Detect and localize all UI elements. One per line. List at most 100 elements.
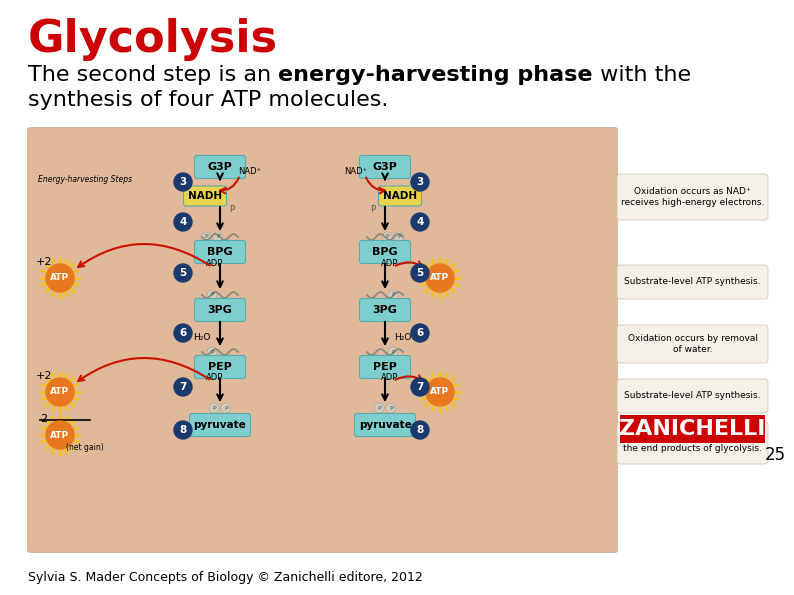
Text: with the: with the [593, 65, 691, 85]
FancyBboxPatch shape [360, 299, 410, 321]
FancyBboxPatch shape [195, 355, 245, 378]
Text: P: P [371, 205, 376, 215]
Text: G3P: G3P [372, 162, 398, 172]
Text: P: P [210, 293, 214, 298]
Bar [620, 415, 765, 443]
FancyBboxPatch shape [360, 355, 410, 378]
FancyBboxPatch shape [379, 186, 422, 206]
Circle shape [174, 324, 192, 342]
Text: Glycolysis: Glycolysis [28, 18, 278, 61]
Circle shape [174, 213, 192, 231]
Text: P: P [389, 406, 392, 411]
Circle shape [46, 264, 74, 292]
Circle shape [411, 324, 429, 342]
Text: P: P [377, 406, 381, 411]
Text: H₂O: H₂O [395, 334, 411, 343]
Text: NADH: NADH [188, 191, 222, 201]
Text: P: P [229, 205, 234, 215]
Text: 3PG: 3PG [372, 305, 398, 315]
FancyBboxPatch shape [617, 422, 768, 464]
Circle shape [374, 403, 384, 413]
Circle shape [411, 421, 429, 439]
Text: G3P: G3P [207, 162, 233, 172]
Text: 4: 4 [179, 217, 187, 227]
Text: P: P [385, 234, 389, 240]
Text: P: P [210, 161, 214, 165]
FancyBboxPatch shape [617, 325, 768, 363]
Text: 5: 5 [179, 268, 187, 278]
Text: P: P [391, 349, 395, 355]
Text: PEP: PEP [373, 362, 397, 372]
Text: Two molecules of pyruvate are
the end products of glycolysis.: Two molecules of pyruvate are the end pr… [623, 433, 762, 453]
Text: ATP: ATP [51, 387, 70, 396]
Circle shape [207, 290, 217, 300]
FancyBboxPatch shape [617, 174, 768, 220]
Text: synthesis of four ATP molecules.: synthesis of four ATP molecules. [28, 90, 388, 110]
Text: +2: +2 [36, 257, 52, 267]
Text: NAD⁺: NAD⁺ [344, 168, 367, 177]
FancyBboxPatch shape [195, 155, 245, 178]
Text: Oxidation occurs by removal
of water.: Oxidation occurs by removal of water. [627, 334, 757, 355]
Text: P: P [224, 406, 228, 411]
Circle shape [221, 403, 231, 413]
Text: 3: 3 [416, 177, 424, 187]
Text: Substrate-level ATP synthesis.: Substrate-level ATP synthesis. [624, 392, 761, 400]
Circle shape [213, 232, 223, 242]
Text: ADP: ADP [381, 372, 399, 381]
Text: energy-harvesting phase: energy-harvesting phase [278, 65, 593, 85]
Text: 4: 4 [416, 217, 424, 227]
FancyBboxPatch shape [183, 186, 226, 206]
Text: ADP: ADP [206, 372, 224, 381]
Circle shape [388, 290, 398, 300]
Text: P: P [397, 234, 400, 240]
Text: P: P [213, 406, 216, 411]
Circle shape [174, 421, 192, 439]
FancyBboxPatch shape [27, 127, 618, 553]
Text: pyruvate: pyruvate [359, 420, 411, 430]
Circle shape [411, 213, 429, 231]
Text: ATP: ATP [430, 387, 449, 396]
FancyBboxPatch shape [617, 379, 768, 413]
Text: Oxidation occurs as NAD⁺
receives high-energy electrons.: Oxidation occurs as NAD⁺ receives high-e… [621, 187, 764, 208]
Circle shape [207, 158, 217, 168]
Circle shape [210, 403, 219, 413]
Text: NAD⁺: NAD⁺ [238, 168, 261, 177]
Circle shape [426, 264, 454, 292]
Text: H₂O: H₂O [193, 334, 210, 343]
Circle shape [394, 232, 404, 242]
Text: P: P [391, 293, 395, 298]
Text: 5: 5 [416, 268, 424, 278]
Circle shape [388, 158, 398, 168]
Circle shape [411, 378, 429, 396]
FancyBboxPatch shape [354, 414, 415, 437]
FancyBboxPatch shape [360, 240, 410, 264]
Text: ATP: ATP [51, 431, 70, 440]
Circle shape [46, 378, 74, 406]
Circle shape [411, 173, 429, 191]
Text: Sylvia S. Mader Concepts of Biology © Zanichelli editore, 2012: Sylvia S. Mader Concepts of Biology © Za… [28, 572, 422, 584]
Text: (net gain): (net gain) [66, 443, 104, 452]
Text: 6: 6 [416, 328, 424, 338]
Circle shape [201, 232, 211, 242]
Text: ADP: ADP [206, 258, 224, 268]
Text: 3PG: 3PG [207, 305, 233, 315]
Text: Energy-harvesting Steps: Energy-harvesting Steps [38, 176, 132, 184]
Text: 7: 7 [416, 382, 424, 392]
Text: 3: 3 [179, 177, 187, 187]
Text: P: P [391, 161, 395, 165]
Text: ZANICHELLI: ZANICHELLI [619, 419, 765, 439]
Text: BPG: BPG [207, 247, 233, 257]
Text: P: P [216, 234, 220, 240]
Text: P: P [210, 349, 214, 355]
Text: BPG: BPG [372, 247, 398, 257]
Circle shape [411, 264, 429, 282]
Text: 6: 6 [179, 328, 187, 338]
Text: The second step is an: The second step is an [28, 65, 278, 85]
Text: +2: +2 [36, 371, 52, 381]
Text: ATP: ATP [51, 274, 70, 283]
FancyBboxPatch shape [360, 155, 410, 178]
Text: 7: 7 [179, 382, 187, 392]
Text: pyruvate: pyruvate [194, 420, 246, 430]
Text: 25: 25 [765, 446, 785, 464]
FancyBboxPatch shape [195, 299, 245, 321]
